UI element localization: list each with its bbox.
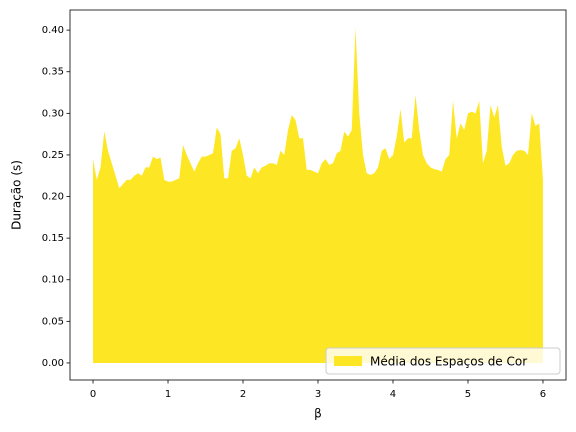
- x-tick-label: 4: [390, 389, 396, 400]
- y-tick-label: 0.35: [42, 67, 64, 78]
- x-tick-label: 2: [240, 389, 246, 400]
- x-tick-label: 1: [165, 389, 171, 400]
- y-tick-label: 0.20: [42, 192, 64, 203]
- y-tick-label: 0.00: [42, 358, 64, 369]
- y-axis-label: Duração (s): [10, 160, 24, 230]
- x-axis-label: β: [314, 407, 322, 421]
- legend-swatch: [334, 356, 362, 366]
- x-tick-label: 6: [540, 389, 546, 400]
- y-tick-label: 0.05: [42, 316, 64, 327]
- y-tick-label: 0.40: [42, 25, 64, 36]
- legend-label: Média dos Espaços de Cor: [370, 355, 527, 369]
- y-tick-label: 0.15: [42, 233, 64, 244]
- y-tick-label: 0.25: [42, 150, 64, 161]
- area: [93, 27, 543, 363]
- x-tick-label: 0: [90, 389, 96, 400]
- x-tick-label: 3: [315, 389, 321, 400]
- legend-box: [325, 347, 561, 375]
- y-tick-label: 0.30: [42, 108, 64, 119]
- y-tick-label: 0.10: [42, 275, 64, 286]
- x-tick-label: 5: [465, 389, 471, 400]
